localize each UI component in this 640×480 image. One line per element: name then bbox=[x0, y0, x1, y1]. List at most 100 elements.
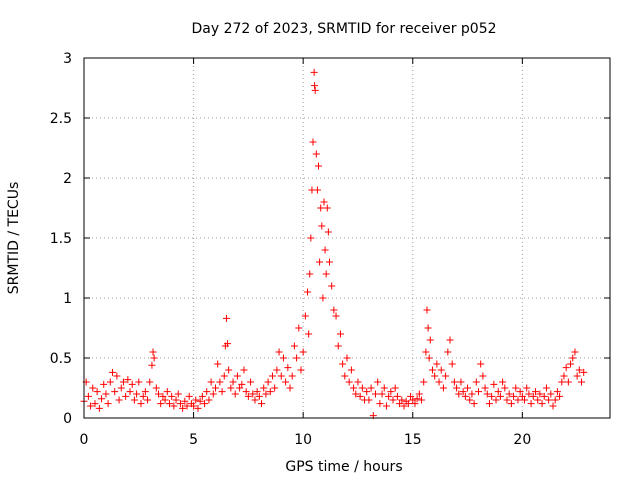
data-point bbox=[407, 392, 415, 400]
data-point bbox=[336, 330, 344, 338]
data-point bbox=[380, 384, 388, 392]
data-point bbox=[499, 378, 507, 386]
data-point bbox=[580, 368, 588, 376]
data-point bbox=[376, 400, 384, 408]
data-point bbox=[503, 396, 511, 404]
x-tick-label: 5 bbox=[189, 432, 198, 448]
data-point bbox=[510, 392, 518, 400]
data-point bbox=[444, 348, 452, 356]
data-point bbox=[365, 396, 373, 404]
data-point bbox=[174, 390, 182, 398]
data-point bbox=[426, 336, 434, 344]
data-point bbox=[209, 390, 217, 398]
data-point bbox=[95, 404, 103, 412]
data-point bbox=[488, 392, 496, 400]
data-point bbox=[339, 360, 347, 368]
data-point bbox=[214, 360, 222, 368]
data-point bbox=[310, 68, 318, 76]
data-point bbox=[387, 388, 395, 396]
data-point bbox=[325, 258, 333, 266]
data-point bbox=[542, 384, 550, 392]
data-point bbox=[122, 392, 130, 400]
data-point bbox=[481, 384, 489, 392]
data-point bbox=[496, 392, 504, 400]
x-tick-label: 10 bbox=[294, 432, 312, 448]
data-point bbox=[324, 228, 332, 236]
data-point bbox=[220, 372, 228, 380]
data-point bbox=[227, 384, 235, 392]
data-point bbox=[398, 396, 406, 404]
data-point bbox=[322, 270, 330, 278]
data-point bbox=[119, 378, 127, 386]
data-point bbox=[225, 366, 233, 374]
data-point bbox=[455, 390, 463, 398]
y-tick-label: 1 bbox=[63, 291, 72, 307]
data-point bbox=[483, 390, 491, 398]
data-point bbox=[553, 388, 561, 396]
data-point bbox=[113, 372, 121, 380]
data-point bbox=[305, 330, 313, 338]
data-point bbox=[130, 396, 138, 404]
data-point bbox=[345, 378, 353, 386]
data-point bbox=[468, 390, 476, 398]
data-point bbox=[409, 396, 417, 404]
data-point bbox=[437, 366, 445, 374]
data-point bbox=[100, 380, 108, 388]
data-point bbox=[318, 222, 326, 230]
data-point bbox=[466, 396, 474, 404]
y-tick-label: 3 bbox=[63, 51, 72, 67]
data-point bbox=[124, 376, 132, 384]
data-point bbox=[428, 366, 436, 374]
data-point bbox=[450, 378, 458, 386]
data-point bbox=[350, 384, 358, 392]
data-point bbox=[518, 392, 526, 400]
data-point bbox=[313, 186, 321, 194]
data-point bbox=[420, 378, 428, 386]
data-point bbox=[505, 390, 513, 398]
data-point bbox=[378, 390, 386, 398]
y-tick-label: 2 bbox=[63, 171, 72, 187]
data-point bbox=[371, 390, 379, 398]
data-point bbox=[144, 396, 152, 404]
y-tick-label: 1.5 bbox=[50, 231, 72, 247]
data-point bbox=[315, 162, 323, 170]
data-point bbox=[170, 402, 178, 410]
data-point bbox=[301, 312, 309, 320]
data-point bbox=[190, 402, 198, 410]
data-point bbox=[87, 402, 95, 410]
data-point bbox=[354, 378, 362, 386]
x-tick-label: 15 bbox=[404, 432, 422, 448]
data-point bbox=[540, 392, 548, 400]
data-point bbox=[573, 372, 581, 380]
data-point bbox=[240, 366, 248, 374]
data-point bbox=[367, 384, 375, 392]
y-axis-label: SRMTID / TECUs bbox=[6, 182, 22, 295]
data-point bbox=[490, 380, 498, 388]
data-point bbox=[321, 246, 329, 254]
data-point bbox=[319, 294, 327, 302]
data-point bbox=[527, 400, 535, 408]
data-point bbox=[525, 390, 533, 398]
data-point bbox=[556, 392, 564, 400]
data-point bbox=[422, 348, 430, 356]
data-point bbox=[179, 404, 187, 412]
data-point bbox=[172, 396, 180, 404]
data-point bbox=[271, 384, 279, 392]
data-point bbox=[391, 384, 399, 392]
data-point bbox=[262, 390, 270, 398]
data-point bbox=[547, 390, 555, 398]
data-point bbox=[117, 384, 125, 392]
data-point bbox=[91, 400, 99, 408]
data-point bbox=[328, 282, 336, 290]
data-point bbox=[244, 392, 252, 400]
data-point bbox=[404, 400, 412, 408]
data-point bbox=[251, 396, 259, 404]
x-tick-label: 20 bbox=[513, 432, 531, 448]
data-point bbox=[411, 400, 419, 408]
data-point bbox=[216, 378, 224, 386]
data-point bbox=[163, 388, 171, 396]
x-axis-label: GPS time / hours bbox=[285, 459, 402, 475]
data-point bbox=[323, 204, 331, 212]
data-point bbox=[389, 396, 397, 404]
plot-frame bbox=[83, 57, 611, 419]
